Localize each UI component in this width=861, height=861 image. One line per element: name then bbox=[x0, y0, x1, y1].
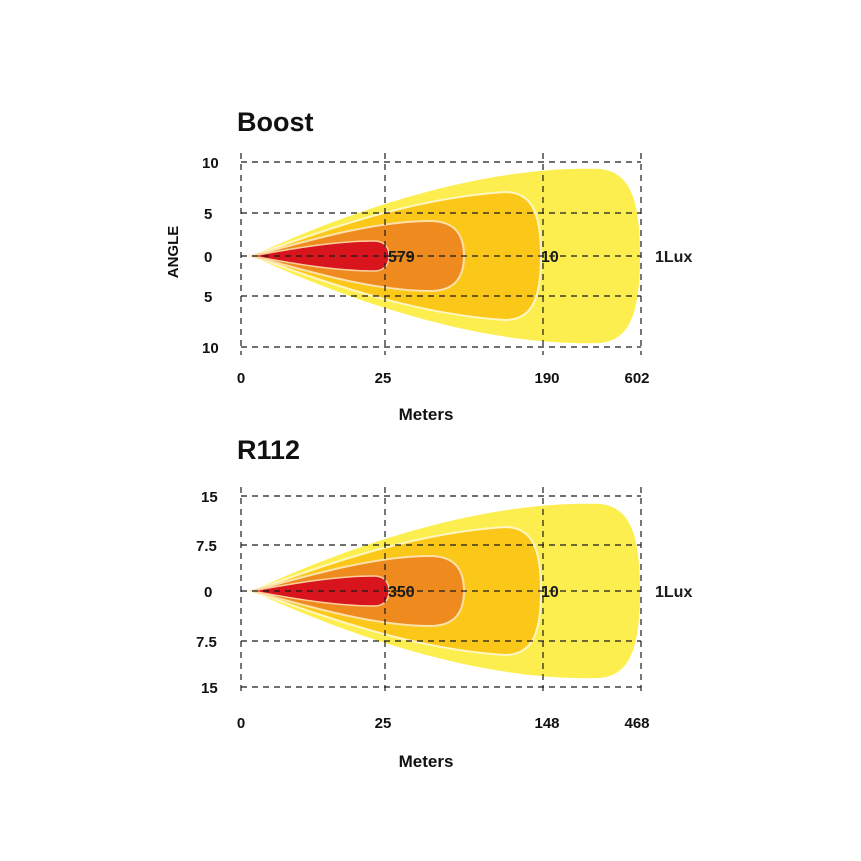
x-axis-title: Meters bbox=[399, 752, 454, 771]
chart-boost: Boost 10 5 0 5 10 ANGLE 0 25 190 602 bbox=[165, 107, 692, 424]
x-tick-label: 0 bbox=[237, 715, 245, 732]
x-tick-label: 190 bbox=[534, 370, 559, 387]
y-tick-label: 15 bbox=[201, 489, 218, 506]
y-tick-label: 7.5 bbox=[196, 634, 217, 651]
y-tick-label: 15 bbox=[201, 680, 218, 697]
zone-label-10: 10 bbox=[541, 249, 559, 266]
y-tick-label: 5 bbox=[204, 206, 212, 223]
x-tick-label: 602 bbox=[624, 370, 649, 387]
x-tick-label: 0 bbox=[237, 370, 245, 387]
x-tick-label: 25 bbox=[375, 370, 392, 387]
chart-r112: R112 15 7.5 0 7.5 15 0 25 148 468 Met bbox=[196, 435, 692, 771]
x-tick-label: 468 bbox=[624, 715, 649, 732]
y-tick-label: 10 bbox=[202, 340, 219, 357]
zone-label-1lux: 1Lux bbox=[655, 584, 692, 601]
x-axis-title: Meters bbox=[399, 405, 454, 424]
x-tick-label: 25 bbox=[375, 715, 392, 732]
y-tick-label: 10 bbox=[202, 155, 219, 172]
y-tick-label: 0 bbox=[204, 249, 212, 266]
x-tick-label: 148 bbox=[534, 715, 559, 732]
zone-label-10: 10 bbox=[541, 584, 559, 601]
y-axis-title: ANGLE bbox=[165, 226, 182, 279]
y-tick-label: 0 bbox=[204, 584, 212, 601]
zone-label-1lux: 1Lux bbox=[655, 249, 692, 266]
y-tick-label: 5 bbox=[204, 289, 212, 306]
chart-title: R112 bbox=[237, 435, 300, 465]
grid-lines bbox=[240, 153, 642, 355]
grid-lines bbox=[240, 487, 642, 695]
zone-label-hot: 579 bbox=[388, 249, 415, 266]
zone-label-hot: 350 bbox=[388, 584, 415, 601]
y-tick-label: 7.5 bbox=[196, 538, 217, 555]
chart-title: Boost bbox=[237, 107, 314, 137]
